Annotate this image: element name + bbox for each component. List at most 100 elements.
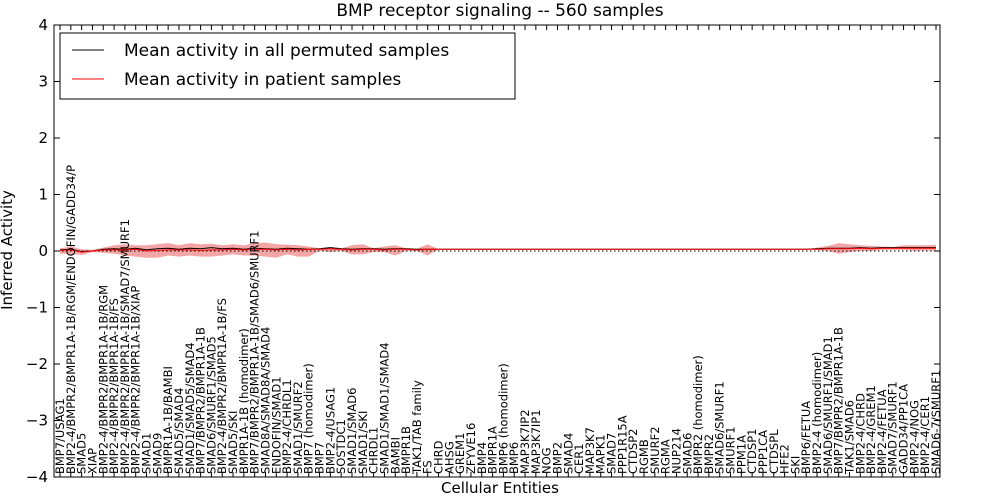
y-tick-label: 3	[38, 73, 48, 91]
x-tick-label: BMP2-4/BMPR2/BMPR1A-1B/RGM	[96, 285, 110, 474]
x-tick-label: CHRDL1	[367, 427, 381, 474]
x-tick-label: BMPR1A-1B (homodimer)	[237, 328, 251, 474]
x-tick-label: GREM1	[453, 433, 467, 474]
axes: −4−3−2−101234BMP7/USAG1BMP2-4/BMPR2/BMPR…	[26, 16, 943, 486]
x-tick-label: BMP2-4/CHRDL1	[280, 379, 294, 474]
x-tick-label: BMP2-4/BMPR2/BMPR1A-1B/SMAD7/SMURF1	[118, 219, 132, 474]
x-tick-label: MAPK1	[594, 434, 608, 474]
x-tick-label: MAP3K7	[583, 427, 597, 474]
x-tick-label: BMP2-4/CHRD	[853, 393, 867, 474]
x-tick-label: BMP2-4/BMPR2/BMPR1A-1B/FS	[107, 298, 121, 474]
x-tick-label: BMP4	[475, 442, 489, 474]
x-tick-label: SMAD1/SMAD5/SMAD4	[183, 342, 197, 474]
x-tick-label: AHSG	[442, 441, 456, 474]
x-tick-label: SMAD1/SMURF2	[291, 381, 305, 474]
series-line-patient	[59, 247, 936, 253]
x-tick-label: BAMBI	[388, 437, 402, 474]
x-tick-label: BMP7/USAG1	[53, 398, 67, 474]
x-tick-label: MAP3K7IP1	[529, 409, 543, 474]
x-tick-label: GADD34/PP1CA	[897, 384, 911, 474]
y-tick-label: 4	[38, 16, 48, 34]
x-tick-label: BMP6	[507, 442, 521, 474]
x-tick-label: BMP7/BMPR2/BMPR1A-1B	[832, 327, 846, 474]
x-tick-label: SMAD6/SMURF1/SMAD1	[821, 336, 835, 474]
x-tick-label: BMP2	[551, 442, 565, 474]
x-tick-label: XIAP	[85, 448, 99, 474]
x-tick-label: SMAD1/SMAD1/SMAD4	[377, 342, 391, 474]
x-tick-label: BMP7/BMPR2/BMPR1A-1B/SMAD6/SMURF1	[248, 231, 262, 474]
plot-area	[54, 242, 940, 258]
x-tick-label: BMP7 (homodimer)	[302, 363, 316, 474]
x-tick-label: BMP2-4/FETUA	[875, 389, 889, 474]
x-tick-label: ENDOFIN/SMAD1	[269, 376, 283, 474]
x-tick-label: SMAD5/SKI	[226, 411, 240, 474]
x-tick-label: CTDSP1	[745, 429, 759, 474]
legend-label: Mean activity in patient samples	[124, 70, 401, 90]
x-tick-label: FS	[421, 460, 435, 474]
patient-band	[60, 242, 936, 258]
x-tick-label: CTDSPL	[767, 429, 781, 474]
x-tick-label: BMP6/FETUA	[799, 401, 813, 474]
x-tick-label: BMP2-4/BMPR2/BMPR1A-1B/FS	[215, 298, 229, 474]
y-tick-label: 1	[38, 186, 48, 204]
x-tick-label: CER1	[572, 443, 586, 474]
x-tick-label: SKI	[788, 456, 802, 474]
legend-label: Mean activity in all permuted samples	[124, 41, 449, 61]
x-tick-label: SMAD5/SMAD4	[172, 388, 186, 474]
x-tick-label: ZFYVE16	[464, 423, 478, 474]
x-tick-label: MAP3K7IP2	[518, 409, 532, 474]
x-tick-label: TAK1/SMAD6	[843, 400, 857, 475]
x-tick-label: SMAD8A/SMAD8A/SMAD4	[259, 327, 273, 474]
x-tick-label: BMPR1A-1B/BAMBI	[161, 366, 175, 474]
legend-box	[59, 32, 516, 100]
x-tick-label: SMAD6	[680, 433, 694, 474]
x-tick-label: BMP2-4/CER1	[918, 396, 932, 474]
x-tick-label: PPP1CA	[756, 430, 770, 474]
x-tick-label: SMURF2	[648, 426, 662, 474]
x-tick-label: SMAD1/SMAD6	[345, 388, 359, 474]
y-tick-label: −4	[26, 468, 48, 486]
y-tick-label: 0	[38, 242, 48, 260]
y-tick-label: −3	[26, 412, 48, 430]
x-tick-label: SOSTDC1	[334, 419, 348, 474]
x-tick-label: RGMA	[659, 439, 673, 474]
x-tick-label: HFE2	[778, 444, 792, 474]
x-tick-label: BMP2-4/GREM1	[864, 385, 878, 474]
x-tick-label: CTDSP2	[626, 429, 640, 474]
x-tick-label: SMAD6/SMURF1/SMAD5	[204, 336, 218, 474]
x-tick-label: SMAD6-7/SMURF1	[929, 370, 943, 474]
x-tick-label: BMPR1B	[399, 426, 413, 474]
x-tick-label: NUP214	[669, 428, 683, 474]
x-tick-label: TAK1/TAB family	[410, 380, 424, 475]
y-tick-label: −2	[26, 355, 48, 373]
x-tick-label: SMURF1	[724, 426, 738, 474]
x-tick-label: BMP6 (homodimer)	[496, 363, 510, 474]
x-tick-label: PPP1R15A	[615, 415, 629, 474]
x-tick-label: BMP2-4/NOG	[907, 400, 921, 474]
x-tick-label: BMP7/BMPR2/BMPR1A-1B	[194, 327, 208, 474]
legend: Mean activity in all permuted samples Mea…	[59, 32, 516, 100]
x-tick-label: SMAD1	[140, 433, 154, 474]
x-tick-label: SMAD9	[150, 433, 164, 474]
x-tick-label: BMP7	[313, 442, 327, 474]
y-axis-label: Inferred Activity	[0, 190, 16, 310]
x-tick-label: PPM1A	[734, 435, 748, 474]
x-tick-label: SMAD1/SKI	[356, 411, 370, 474]
x-tick-label: NOG	[540, 447, 554, 474]
x-tick-label: SMAD7/SMURF1	[886, 381, 900, 474]
y-tick-label: 2	[38, 129, 48, 147]
x-tick-label: BMPR1A	[486, 426, 500, 474]
x-tick-label: CHRD	[432, 440, 446, 474]
x-tick-label: BMPR2 (homodimer)	[691, 355, 705, 474]
x-tick-label: SMAD4	[561, 433, 575, 474]
x-tick-label: SMAD7	[605, 433, 619, 474]
chart-title: BMP receptor signaling -- 560 samples	[336, 1, 663, 21]
x-tick-label: BMPR2	[702, 434, 716, 474]
x-tick-label: BMP2-4/USAG1	[323, 387, 337, 474]
x-tick-label: BMP2-4/BMPR2/BMPR1A-1B/RGM/ENDOFIN/GADD3…	[64, 165, 78, 474]
x-tick-label: RGMB	[637, 439, 651, 474]
x-axis-label: Cellular Entities	[441, 479, 559, 497]
x-tick-label: SMAD5	[75, 433, 89, 474]
x-tick-label: BMP2-4 (homodimer)	[810, 352, 824, 474]
